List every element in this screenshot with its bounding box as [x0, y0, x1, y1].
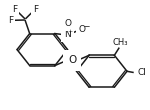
Text: F: F — [12, 5, 17, 14]
Text: Cl: Cl — [137, 68, 146, 77]
Text: F: F — [33, 5, 38, 14]
Text: N: N — [64, 30, 71, 39]
Text: −: − — [83, 22, 90, 31]
Text: O: O — [79, 25, 86, 34]
Text: CH₃: CH₃ — [113, 38, 128, 47]
Text: O: O — [68, 55, 76, 65]
Text: F: F — [8, 16, 13, 25]
Text: O: O — [65, 19, 72, 28]
Text: +: + — [68, 29, 73, 34]
